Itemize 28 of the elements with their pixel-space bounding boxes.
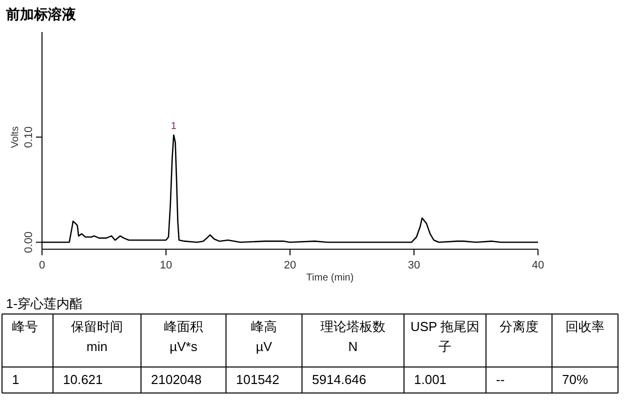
y-tick-label: 0.00 xyxy=(23,232,35,253)
text: 峰高 µV xyxy=(251,319,277,354)
text: 5914.646 xyxy=(312,372,366,387)
text: -- xyxy=(496,372,505,387)
x-tick-label: 10 xyxy=(160,259,172,272)
annotation: 1 xyxy=(170,121,177,132)
text: 10.621 xyxy=(63,372,103,387)
text: 1.001 xyxy=(414,372,447,387)
text: 峰面积 µV*s xyxy=(164,319,203,354)
text: 70% xyxy=(562,372,588,387)
y-tick-label: 0.10 xyxy=(23,126,35,148)
y-axis-title: Volts xyxy=(10,126,21,148)
x-tick-label: 20 xyxy=(284,259,296,272)
text: 101542 xyxy=(236,372,280,387)
text: 1 xyxy=(12,372,20,387)
title: 前加标溶液 xyxy=(6,6,76,22)
text: 峰号 xyxy=(12,319,38,334)
x-tick-label: 0 xyxy=(38,259,46,272)
text: 分离度 xyxy=(500,319,538,334)
text: 理论塔板数 N xyxy=(320,319,386,354)
text: USP 拖尾因子 xyxy=(410,319,480,354)
text: 1-穿心莲内酯 xyxy=(6,296,83,311)
x-tick-label: 40 xyxy=(532,259,544,272)
text: 保留时间 min xyxy=(71,319,123,354)
x-tick-label: 30 xyxy=(408,259,420,272)
text: 2102048 xyxy=(151,372,202,387)
x-axis-title: Time (min) xyxy=(306,272,354,284)
text: 回收率 xyxy=(566,319,604,334)
